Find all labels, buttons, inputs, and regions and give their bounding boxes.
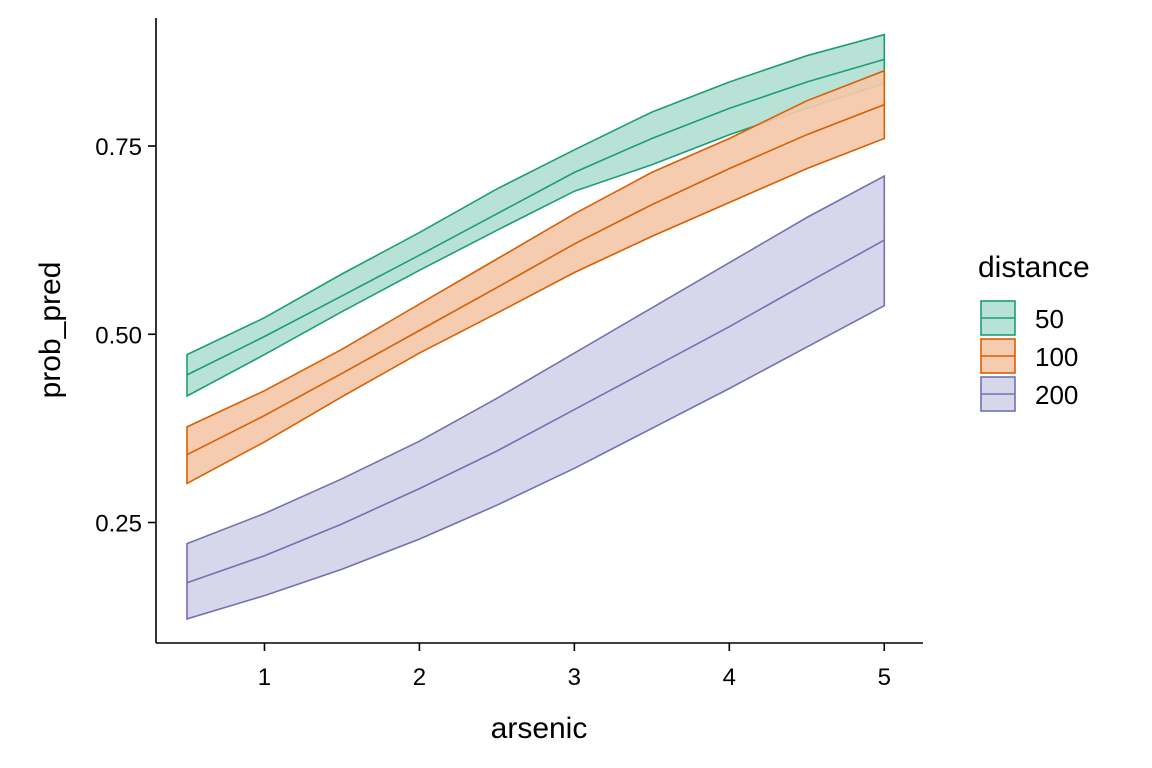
x-tick-label: 3	[568, 664, 581, 691]
x-tick-label: 5	[878, 664, 891, 691]
band-distance-200	[186, 174, 886, 620]
confidence-bands	[186, 33, 886, 620]
y-axis-title: prob_pred	[34, 262, 67, 399]
band-distance-100	[186, 69, 886, 485]
y-tick-label: 0.50	[95, 322, 142, 349]
fit-lines	[186, 58, 885, 584]
x-tick-label: 4	[723, 664, 736, 691]
fit-line-distance-50	[186, 58, 885, 376]
legend-label-200: 200	[1035, 380, 1078, 410]
y-tick-label: 0.75	[95, 134, 142, 161]
legend-label-50: 50	[1035, 304, 1064, 334]
x-tick-label: 1	[258, 664, 271, 691]
x-axis-title: arsenic	[491, 712, 588, 745]
y-tick-label: 0.25	[95, 511, 142, 538]
fit-line-distance-200	[186, 239, 885, 584]
x-tick-label: 2	[413, 664, 426, 691]
fit-line-distance-100	[186, 103, 885, 456]
y-axis-ticks: 0.25 0.50 0.75	[95, 134, 156, 538]
legend-title: distance	[978, 251, 1090, 284]
legend-label-100: 100	[1035, 342, 1078, 372]
x-axis-ticks: 1 2 3 4 5	[258, 643, 891, 691]
legend: distance 50 100 200	[978, 251, 1090, 412]
